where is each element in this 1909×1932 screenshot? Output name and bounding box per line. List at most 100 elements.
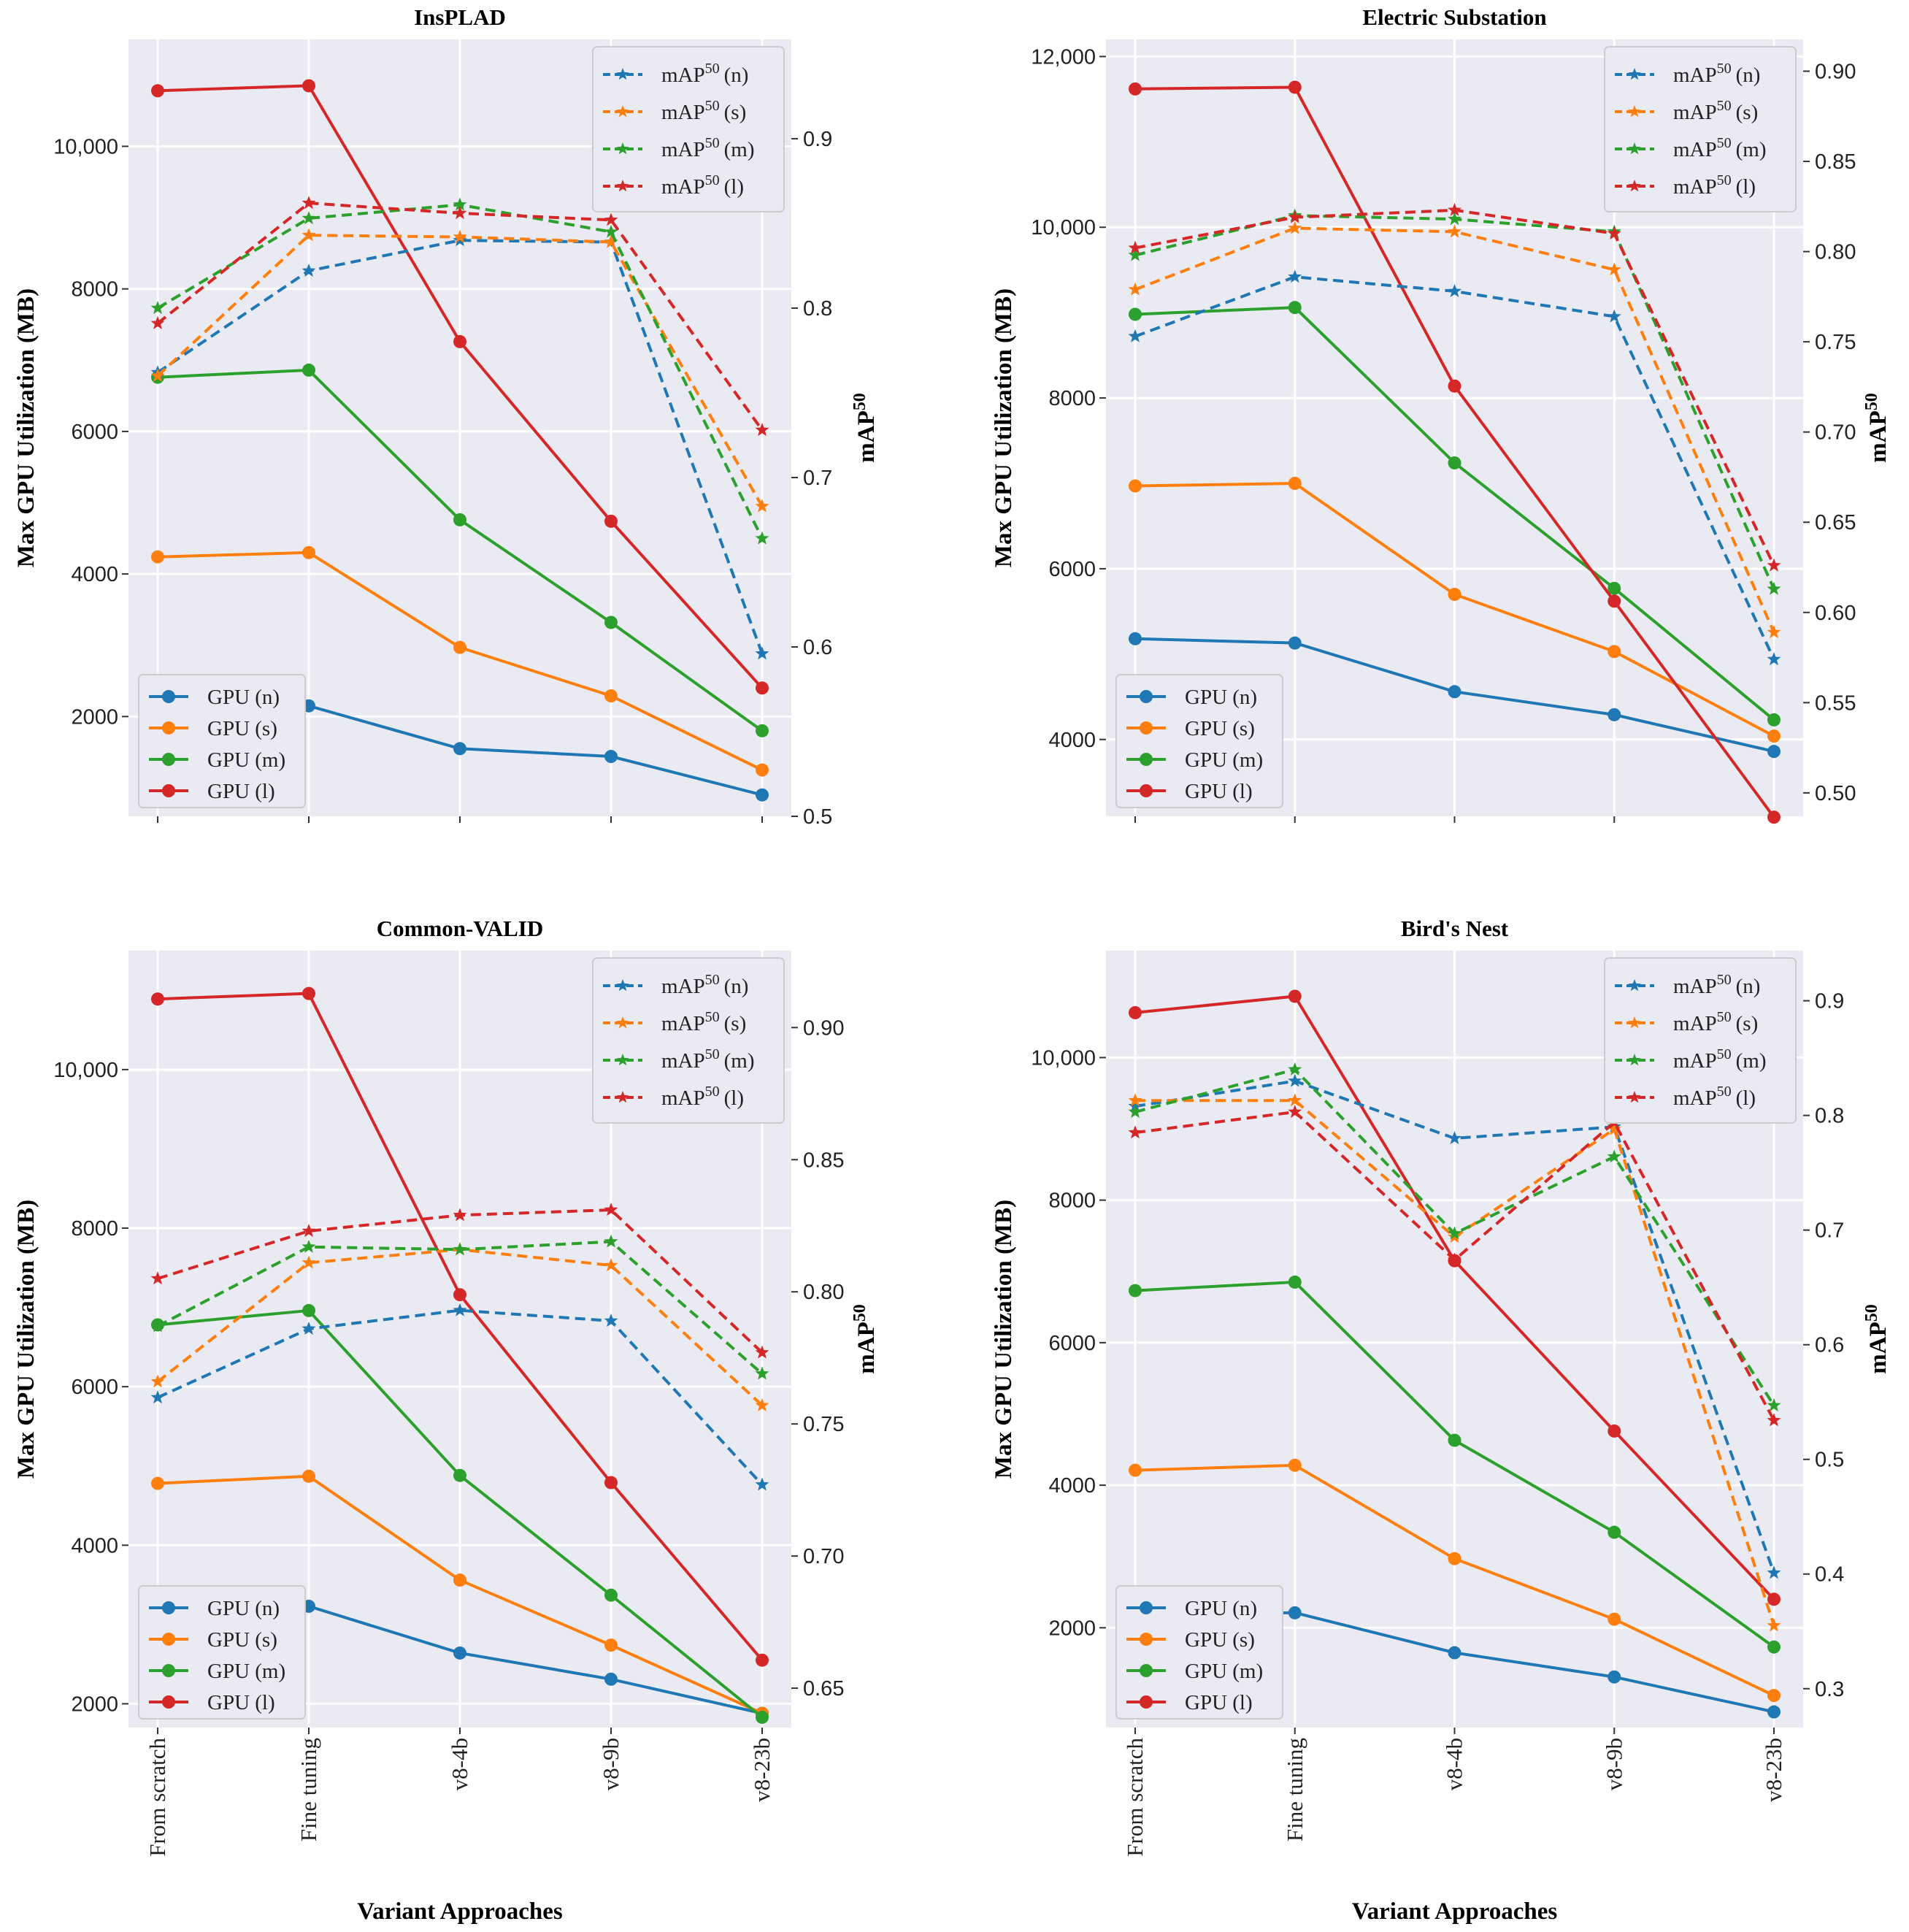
gpu-data-point bbox=[1129, 1284, 1142, 1297]
legend-entry-label: GPU (s) bbox=[207, 717, 277, 740]
map-data-point bbox=[1607, 309, 1621, 323]
chart-title: Electric Substation bbox=[1362, 4, 1546, 30]
legend-label-base: mAP bbox=[661, 64, 705, 87]
legend-marker bbox=[1140, 784, 1153, 797]
legend-box bbox=[138, 674, 306, 808]
y2-axis-label-sup: 50 bbox=[1862, 393, 1881, 410]
map-data-point bbox=[604, 1258, 618, 1272]
gpu-data-point bbox=[604, 1476, 618, 1490]
gpu-data-point bbox=[756, 1710, 769, 1724]
x-tick-label: v8-23b bbox=[1761, 1738, 1786, 1802]
legend-entry-label: GPU (m) bbox=[207, 748, 285, 772]
y2-tick-label: 0.90 bbox=[1815, 60, 1856, 83]
legend-entry-label: mAP50 (s) bbox=[661, 98, 746, 124]
legend-label-suffix: (m) bbox=[1736, 138, 1767, 161]
map-data-point bbox=[1448, 202, 1461, 216]
map-data-point bbox=[453, 1242, 467, 1256]
y2-tick-label: 0.65 bbox=[1815, 511, 1856, 534]
y2-axis-label-sup: 50 bbox=[850, 393, 869, 410]
legend-marker bbox=[162, 1633, 175, 1646]
gpu-data-point bbox=[1448, 456, 1461, 469]
map-data-point bbox=[604, 212, 618, 226]
legend-label-base: mAP bbox=[661, 1086, 705, 1110]
legend-entry-label: mAP50 (m) bbox=[1673, 1046, 1767, 1073]
y2-tick-label: 0.90 bbox=[803, 1016, 844, 1040]
legend-label-sup: 50 bbox=[705, 972, 720, 988]
map-data-point bbox=[1607, 1122, 1621, 1135]
chart-title: Common-VALID bbox=[377, 916, 544, 941]
map-data-point bbox=[1128, 1125, 1142, 1139]
gpu-data-point bbox=[151, 992, 164, 1006]
gpu-data-point bbox=[1448, 379, 1461, 393]
gpu-data-point bbox=[1288, 80, 1302, 94]
map-data-point bbox=[1288, 269, 1302, 283]
gpu-data-point bbox=[1448, 1646, 1461, 1660]
legend-marker bbox=[1140, 1633, 1153, 1646]
y2-axis-label: mAP50 bbox=[850, 1304, 880, 1373]
map-legend: mAP50 (n)mAP50 (s)mAP50 (m)mAP50 (l) bbox=[1604, 46, 1797, 212]
map-data-point bbox=[301, 1255, 316, 1269]
legend-marker bbox=[1140, 753, 1153, 766]
gpu-data-point bbox=[1767, 810, 1781, 824]
y-tick-label: 4000 bbox=[1048, 729, 1096, 752]
legend-entry-label: GPU (s) bbox=[1185, 1628, 1255, 1652]
gpu-data-point bbox=[453, 742, 466, 756]
y-tick-label: 6000 bbox=[71, 1376, 118, 1399]
map-data-point bbox=[150, 1374, 165, 1388]
legend-label-base: mAP bbox=[1673, 1012, 1717, 1035]
gpu-data-point bbox=[453, 1646, 466, 1660]
legend-marker bbox=[1628, 180, 1641, 192]
chart-panel-2: 4000 6000 8000 10,000 12,000 0.50 0.55 0.60 0.65… bbox=[991, 4, 1891, 824]
legend-label-base: mAP bbox=[661, 101, 705, 124]
y2-axis-label-base: mAP bbox=[853, 410, 880, 462]
gpu-data-point bbox=[1767, 729, 1781, 743]
y2-tick-label: 0.75 bbox=[803, 1413, 844, 1436]
legend-entry-label: GPU (n) bbox=[207, 686, 280, 709]
legend-marker bbox=[162, 721, 175, 735]
map-data-point bbox=[1288, 1073, 1302, 1087]
gpu-data-point bbox=[604, 750, 618, 764]
legend-entry-label: GPU (m) bbox=[1185, 1660, 1263, 1683]
gpu-data-point bbox=[1288, 989, 1302, 1003]
legend-marker bbox=[1628, 1054, 1641, 1066]
gpu-data-point bbox=[302, 1303, 315, 1317]
gpu-data-point bbox=[604, 1638, 618, 1652]
map-data-point bbox=[1448, 224, 1461, 238]
y-tick-label: 12,000 bbox=[1031, 45, 1096, 69]
legend-entry-label: mAP50 (m) bbox=[1673, 135, 1767, 161]
map-data-point bbox=[755, 423, 769, 437]
gpu-data-point bbox=[1608, 1525, 1621, 1539]
gpu-data-point bbox=[1767, 1705, 1781, 1719]
legend-entry-label: GPU (l) bbox=[1185, 1691, 1253, 1714]
legend-entry-label: GPU (l) bbox=[207, 1691, 275, 1714]
legend-label-suffix: (m) bbox=[724, 1049, 755, 1073]
y2-tick-label: 0.6 bbox=[1815, 1334, 1844, 1357]
gpu-data-point bbox=[1288, 477, 1302, 490]
map-data-point bbox=[755, 1366, 769, 1380]
gpu-data-point bbox=[756, 1653, 769, 1667]
x-tick-label: v8-4b bbox=[1442, 1738, 1467, 1790]
map-data-point bbox=[604, 224, 618, 238]
legend-label-sup: 50 bbox=[1717, 1009, 1732, 1025]
legend-marker bbox=[616, 1091, 629, 1103]
map-legend: mAP50 (n)mAP50 (s)mAP50 (m)mAP50 (l) bbox=[592, 46, 785, 212]
y2-tick-label: 0.80 bbox=[1815, 241, 1856, 264]
legend-entry-label: mAP50 (s) bbox=[1673, 98, 1758, 124]
legend-label-base: mAP bbox=[661, 1049, 705, 1073]
legend-label-base: mAP bbox=[1673, 64, 1717, 87]
map-data-point bbox=[1448, 1252, 1461, 1266]
map-data-point bbox=[301, 228, 316, 242]
legend-marker bbox=[616, 105, 629, 118]
gpu-data-point bbox=[1608, 581, 1621, 595]
y-tick-label: 8000 bbox=[1048, 1189, 1096, 1213]
y-tick-label: 6000 bbox=[71, 421, 118, 444]
x-tick-label: v8-9b bbox=[1601, 1738, 1626, 1790]
map-data-point bbox=[150, 368, 165, 382]
legend-marker bbox=[616, 68, 629, 80]
legend-marker bbox=[162, 690, 175, 703]
legend-marker bbox=[1140, 1601, 1153, 1614]
x-tick-label: v8-23b bbox=[749, 1738, 775, 1802]
legend-label-base: mAP bbox=[661, 138, 705, 161]
map-data-point bbox=[150, 1390, 165, 1404]
legend-entry-label: mAP50 (n) bbox=[661, 61, 748, 87]
